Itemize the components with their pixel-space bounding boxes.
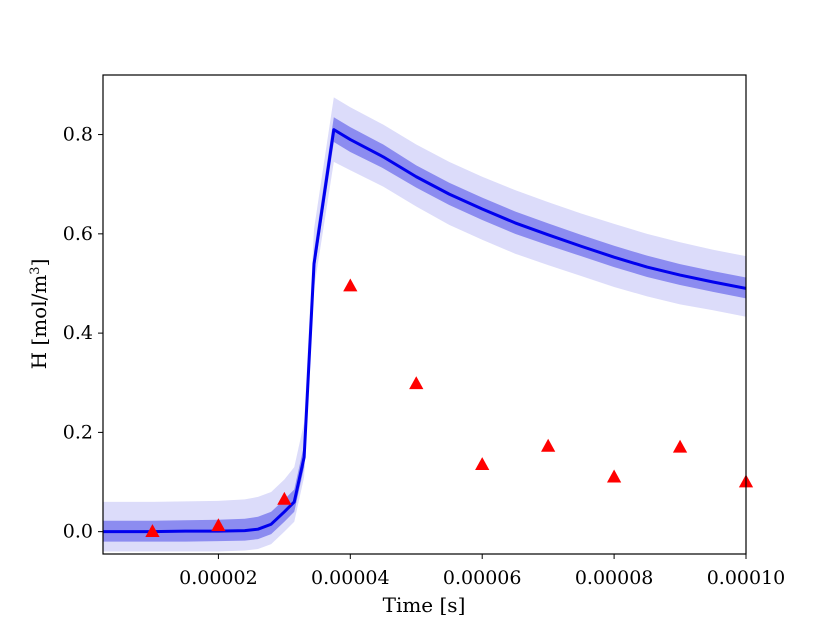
y-tick-label: 0.2 bbox=[63, 421, 93, 443]
mean-line-group bbox=[103, 128, 746, 534]
x-axis: 0.00002 0.00004 0.00006 0.00008 0.00010 bbox=[179, 554, 785, 589]
triangle-marker bbox=[211, 518, 226, 532]
confidence-bands bbox=[103, 97, 746, 552]
x-tick-label: 0.00004 bbox=[311, 567, 390, 589]
x-tick-label: 0.00008 bbox=[575, 567, 654, 589]
x-tick-label: 0.00010 bbox=[707, 567, 786, 589]
x-tick-label: 0.00006 bbox=[443, 567, 522, 589]
y-axis: 0.0 0.2 0.4 0.6 0.8 bbox=[63, 124, 103, 543]
triangle-marker bbox=[145, 524, 160, 538]
x-tick-label: 0.00002 bbox=[179, 567, 258, 589]
outer-confidence-band bbox=[103, 97, 746, 552]
observation-markers bbox=[145, 278, 754, 538]
axes-frame bbox=[102, 74, 747, 555]
triangle-marker bbox=[672, 439, 688, 453]
plot-area: 0.00002 0.00004 0.00006 0.00008 0.00010 0.00… bbox=[63, 74, 785, 589]
triangle-marker bbox=[343, 278, 358, 292]
y-axis-label: H [mol/m3] bbox=[27, 259, 51, 370]
x-axis-label: Time [s] bbox=[383, 593, 466, 617]
triangle-marker bbox=[277, 491, 292, 505]
triangle-marker bbox=[409, 376, 424, 390]
triangle-marker bbox=[541, 438, 556, 452]
y-tick-label: 0.0 bbox=[63, 521, 93, 543]
y-tick-label: 0.4 bbox=[63, 322, 93, 344]
triangle-marker bbox=[606, 469, 622, 483]
triangle-marker bbox=[475, 457, 490, 471]
mean-line bbox=[103, 128, 746, 534]
y-tick-label: 0.8 bbox=[63, 124, 93, 146]
y-tick-label: 0.6 bbox=[63, 223, 93, 245]
